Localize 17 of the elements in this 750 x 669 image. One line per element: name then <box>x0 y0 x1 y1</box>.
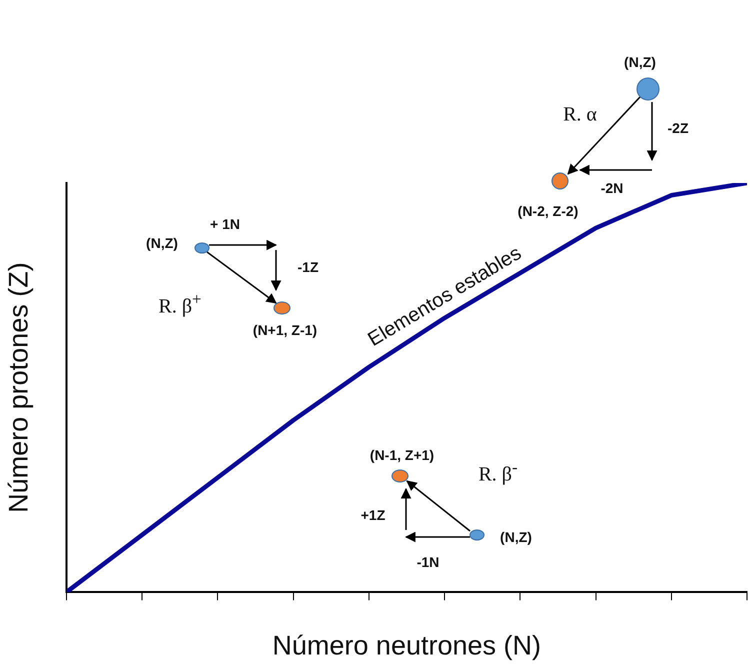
annotation: R. β$^{-}$ <box>478 458 518 486</box>
x-axis-title: Número neutrones (N) <box>272 630 542 660</box>
text: R. α <box>563 104 597 126</box>
annotation: + 1N <box>210 216 240 232</box>
annotation: (N+1, Z-1) <box>252 322 318 338</box>
annotation: (N,Z) <box>146 235 178 251</box>
annotation: -2N <box>600 180 624 196</box>
text: -2Z <box>668 120 688 136</box>
annotation: (N-1, Z+1) <box>370 447 434 463</box>
annotation: (N,Z) <box>500 529 532 545</box>
text: (N,Z) <box>624 54 656 70</box>
annotation: -1N <box>416 554 440 570</box>
annotation: -1Z <box>298 259 318 275</box>
annotation: (N-2, Z-2) <box>518 203 578 219</box>
y-axis-title: Número protones (Z) <box>4 262 34 513</box>
annotation: +1Z <box>360 507 386 523</box>
annotation: R. β$^{+}$ <box>158 290 202 318</box>
